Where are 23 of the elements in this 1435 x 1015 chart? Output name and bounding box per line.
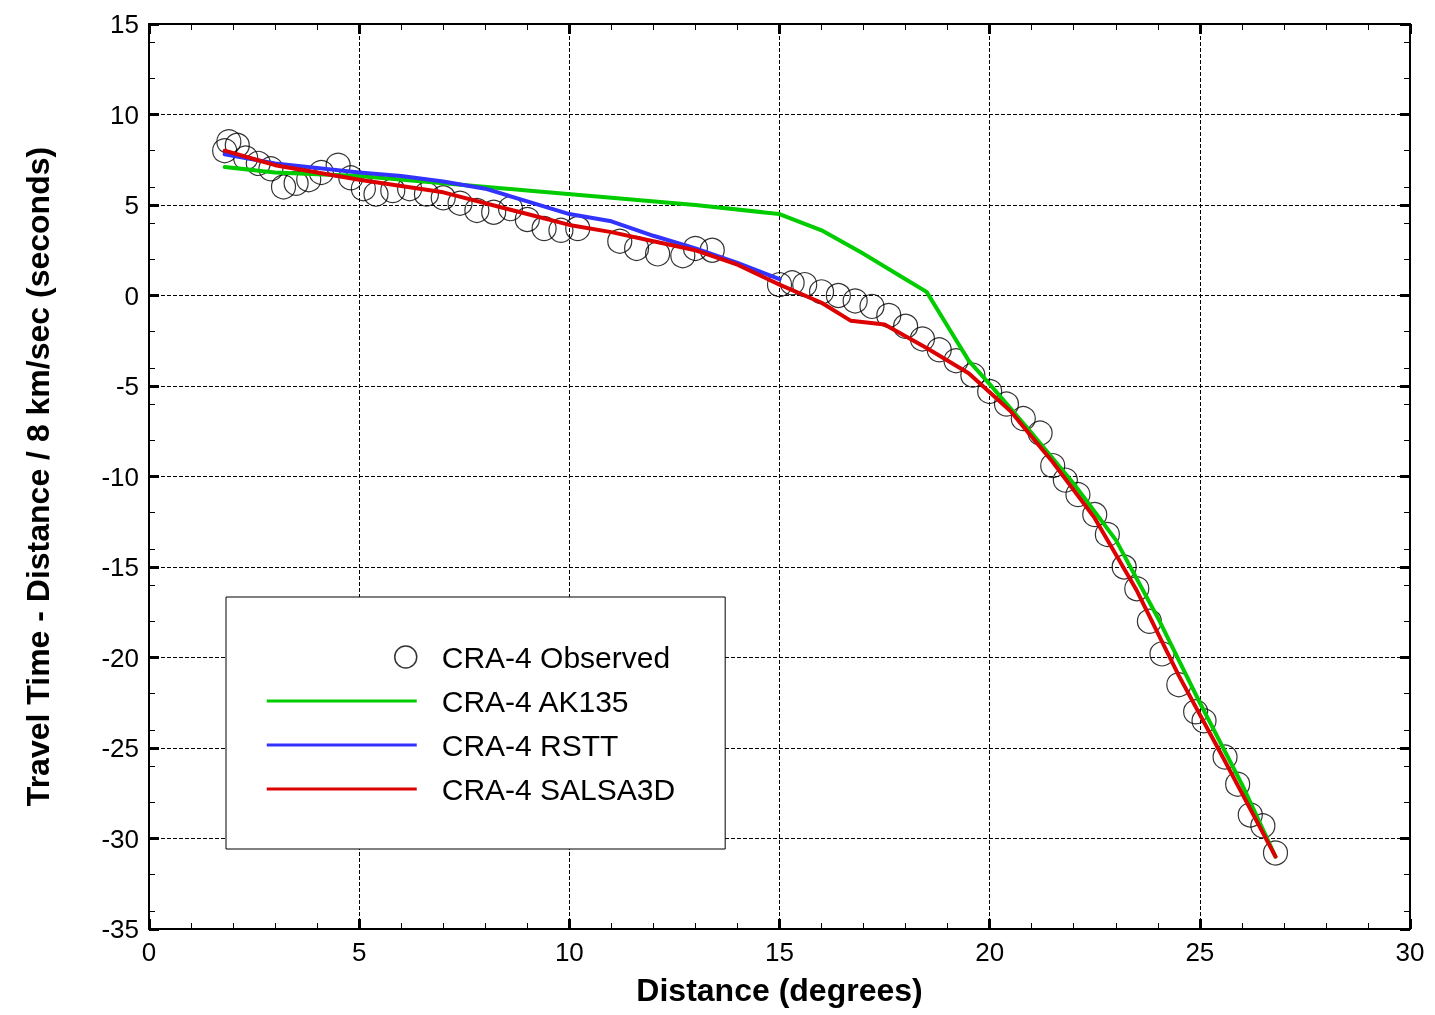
x-axis-title: Distance (degrees) bbox=[636, 972, 923, 1008]
y-tick-label: -20 bbox=[101, 642, 139, 673]
legend-label: CRA-4 AK135 bbox=[441, 684, 629, 718]
y-tick-label: 10 bbox=[110, 99, 139, 130]
x-tick-label: 10 bbox=[554, 937, 584, 967]
y-tick-label: 15 bbox=[110, 9, 139, 39]
x-tick-label: 15 bbox=[765, 937, 794, 967]
x-tick-label: 30 bbox=[1395, 937, 1425, 967]
x-tick-label: 25 bbox=[1185, 937, 1215, 967]
y-tick-label: -5 bbox=[115, 371, 139, 401]
legend-label: CRA-4 RSTT bbox=[441, 728, 619, 762]
y-tick-label: -30 bbox=[101, 823, 139, 854]
y-tick-label: 5 bbox=[124, 190, 139, 220]
y-tick-label: -25 bbox=[101, 733, 139, 763]
y-axis-title: Travel Time - Distance / 8 km/sec (seconds) bbox=[20, 146, 56, 807]
x-tick-label: 20 bbox=[975, 937, 1005, 967]
y-tick-label: -10 bbox=[101, 461, 139, 492]
y-tick-label: -35 bbox=[101, 914, 139, 944]
legend-label: CRA-4 SALSA3D bbox=[441, 772, 676, 806]
y-tick-label: -15 bbox=[101, 552, 139, 582]
y-tick-label: 0 bbox=[124, 280, 139, 311]
x-tick-label: 5 bbox=[351, 937, 367, 967]
legend-label: CRA-4 Observed bbox=[441, 640, 671, 674]
